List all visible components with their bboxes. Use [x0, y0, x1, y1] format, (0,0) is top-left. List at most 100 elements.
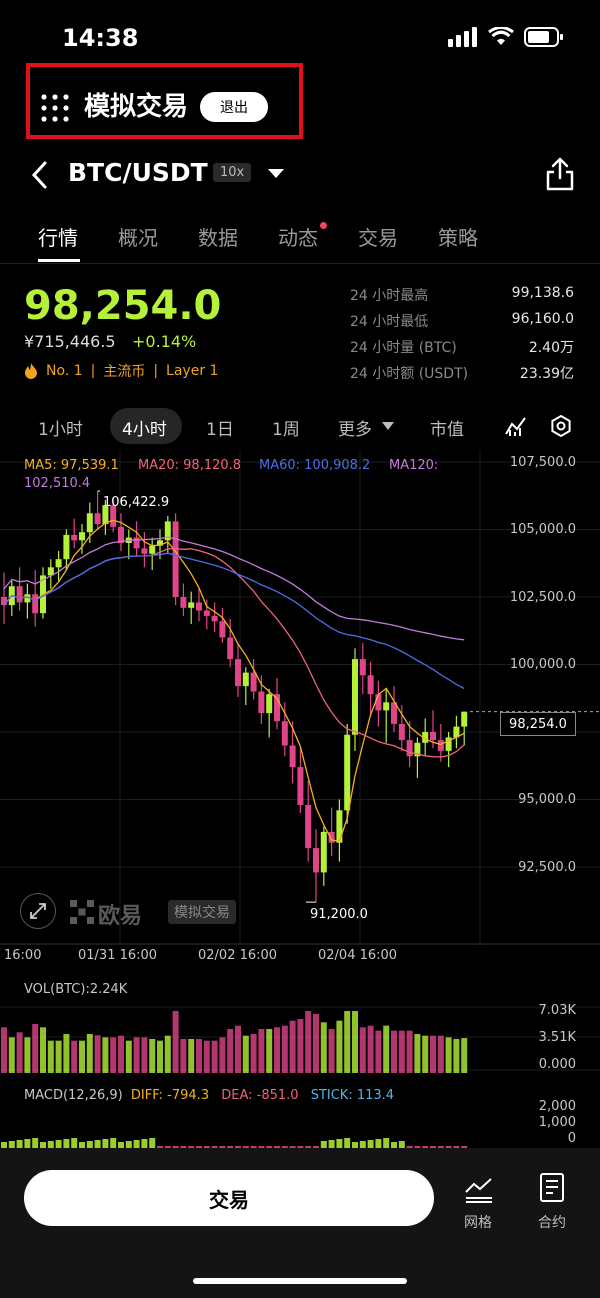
volume-bar — [422, 1035, 429, 1073]
grid-bot-label[interactable]: 网格 — [464, 1215, 492, 1231]
volume-bar — [118, 1035, 124, 1073]
macd-bar — [445, 1146, 452, 1148]
volume-bar — [328, 1029, 335, 1073]
candle-body — [406, 740, 413, 757]
contract-label[interactable]: 合约 — [538, 1215, 566, 1231]
low-annotation: 91,200.0 — [310, 907, 368, 922]
candle-body — [118, 526, 124, 543]
tab-strategy[interactable]: 策略 — [438, 226, 478, 250]
macd-bar — [422, 1146, 429, 1148]
tab-trade[interactable]: 交易 — [358, 226, 398, 250]
macd-bar — [305, 1146, 312, 1148]
macd-bar — [203, 1146, 210, 1148]
volume-bar — [32, 1024, 39, 1073]
macd-dea: DEA: -851.0 — [221, 1088, 299, 1103]
candle-body — [305, 804, 312, 849]
candle-body — [266, 694, 273, 714]
macd-bar — [55, 1140, 62, 1148]
ma120-legend: MA120: — [389, 458, 439, 473]
price-change: +0.14% — [132, 332, 197, 351]
volume-bar — [211, 1040, 218, 1073]
fire-icon — [25, 363, 37, 379]
grid-bot-icon[interactable] — [464, 1174, 494, 1204]
candle-body — [94, 513, 101, 525]
volume-chart — [0, 1006, 600, 1073]
volume-bar — [24, 1037, 31, 1073]
macd-bar — [157, 1146, 163, 1148]
settings-icon[interactable] — [549, 414, 573, 438]
macd-bar — [313, 1146, 319, 1148]
signal-icon — [448, 27, 477, 47]
candle-body — [367, 675, 374, 695]
pair-name[interactable]: BTC/USDT — [68, 158, 208, 187]
volume-bar — [305, 1011, 312, 1073]
timeframe-1w[interactable]: 1周 — [272, 420, 300, 440]
candle-body — [63, 534, 70, 560]
macd-chart — [1, 1138, 468, 1148]
tab-overview[interactable]: 概况 — [118, 226, 158, 250]
volume-bar — [63, 1034, 70, 1073]
macd-bar — [227, 1146, 234, 1148]
candle-body — [414, 742, 421, 757]
candle-body — [328, 831, 335, 843]
current-price-tag: 98,254.0 — [500, 712, 576, 736]
timeframe-more[interactable]: 更多 — [338, 420, 372, 440]
timeframe-1d[interactable]: 1日 — [206, 420, 234, 440]
macd-axis-label: 1,000 — [538, 1115, 576, 1130]
stat-volume-value: 2.40万 — [528, 340, 574, 356]
exit-demo-button[interactable]: 退出 — [200, 92, 268, 122]
back-icon[interactable] — [30, 160, 50, 190]
contract-icon[interactable] — [538, 1172, 568, 1204]
candle-body — [188, 602, 195, 608]
volume-bar — [235, 1025, 241, 1073]
volume-bar — [258, 1029, 265, 1073]
moving-average-lines — [3, 519, 465, 842]
share-icon[interactable] — [544, 157, 576, 191]
ma60-legend: MA60: 100,908.2 — [259, 458, 371, 473]
okx-logo-icon — [70, 900, 94, 924]
volume-bar — [196, 1039, 202, 1073]
tab-feed[interactable]: 动态 — [278, 226, 318, 250]
ma20-legend: MA20: 98,120.8 — [138, 458, 242, 473]
macd-bar — [235, 1146, 241, 1148]
candle-body — [16, 586, 23, 603]
status-time: 14:38 — [62, 24, 139, 52]
category-tag[interactable]: 主流币 — [103, 364, 146, 380]
volume-bar — [219, 1037, 226, 1073]
pair-dropdown-icon[interactable] — [267, 168, 285, 180]
y-label: 102,500.0 — [509, 590, 576, 605]
macd-bar — [79, 1142, 85, 1148]
layer-tag[interactable]: Layer 1 — [166, 363, 219, 379]
candle-body — [258, 691, 265, 714]
tab-market[interactable]: 行情 — [38, 226, 78, 250]
candle-body — [227, 637, 234, 660]
candle-body — [1, 597, 7, 606]
candlestick-chart[interactable] — [0, 450, 600, 950]
more-dropdown-icon[interactable] — [382, 422, 394, 431]
apps-grid-icon[interactable] — [40, 93, 70, 123]
demo-watermark-tag: 模拟交易 — [168, 900, 236, 924]
ma5-line — [3, 519, 465, 842]
macd-bar — [437, 1146, 444, 1148]
volume-bar — [242, 1035, 249, 1073]
candle-body — [55, 559, 62, 568]
macd-bar — [336, 1139, 343, 1148]
timeframe-4h[interactable]: 4小时 — [122, 420, 167, 440]
brand-watermark: 欧易 — [98, 904, 143, 929]
macd-bar — [110, 1138, 117, 1148]
indicator-icon[interactable] — [504, 414, 528, 438]
candle-body — [24, 594, 31, 603]
timeframe-1h[interactable]: 1小时 — [38, 420, 83, 440]
candle-body — [219, 621, 226, 638]
demo-trading-title: 模拟交易 — [84, 92, 189, 122]
macd-diff: DIFF: -794.3 — [130, 1088, 210, 1103]
tab-data[interactable]: 数据 — [198, 226, 238, 250]
fullscreen-button[interactable] — [20, 893, 56, 929]
timeframe-marketcap[interactable]: 市值 — [430, 420, 464, 440]
stat-volume-label: 24 小时量 (BTC) — [350, 340, 457, 356]
tabs-divider — [0, 263, 600, 264]
macd-bar — [391, 1142, 397, 1148]
trade-button[interactable]: 交易 — [24, 1170, 434, 1226]
candle-body — [102, 505, 109, 525]
candle-body — [274, 694, 280, 722]
